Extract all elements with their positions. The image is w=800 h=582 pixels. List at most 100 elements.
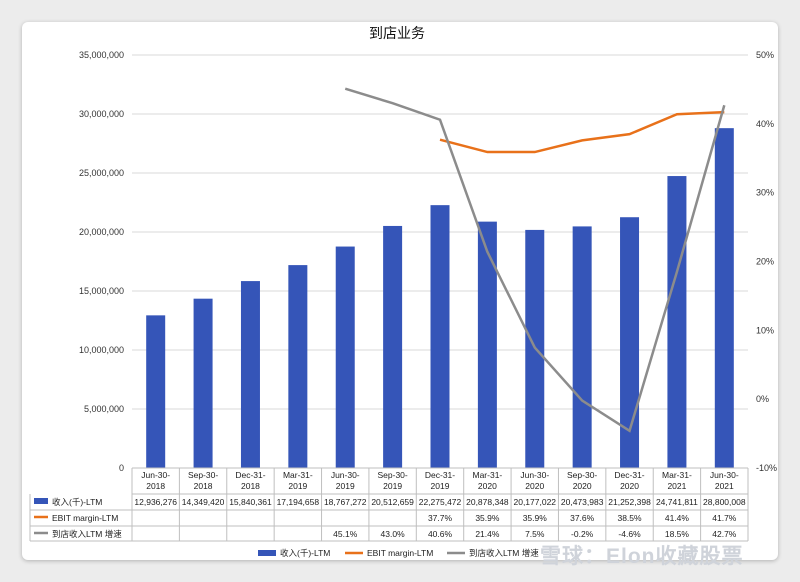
table-series-name: EBIT margin-LTM [52,513,118,523]
right-axis-tick: 50% [756,50,774,60]
x-tick-label: 2020 [478,481,497,491]
bar [714,128,734,468]
data-label: 41.4% [665,513,690,523]
x-tick-label: 2020 [620,481,639,491]
x-tick-label: 2019 [383,481,402,491]
right-axis-tick: 0% [756,394,769,404]
data-label: 7.5% [525,529,545,539]
x-tick-label: Mar-31- [473,470,503,480]
x-tick-label: 2021 [667,481,686,491]
left-axis-tick: 20,000,000 [79,227,124,237]
right-axis-tick: 10% [756,325,774,335]
right-axis-tick: -10% [756,463,777,473]
data-label: 37.6% [570,513,595,523]
x-tick-label: 2020 [573,481,592,491]
data-label: 40.6% [428,529,453,539]
x-tick-label: Sep-30- [377,470,407,480]
left-axis-tick: 30,000,000 [79,109,124,119]
data-label: 21.4% [475,529,500,539]
data-label: 24,741,811 [656,497,698,507]
ebit-margin-line [439,110,725,154]
chart-title: 到店业务 [369,25,425,41]
x-tick-label: Jun-30- [520,470,549,480]
bar [146,315,166,468]
bar [572,226,592,468]
x-tick-label: 2019 [336,481,355,491]
data-label: 14,349,420 [182,497,225,507]
bar [620,217,640,468]
left-axis-tick: 35,000,000 [79,50,124,60]
data-label: 35.9% [475,513,500,523]
data-label: 20,473,983 [561,497,604,507]
table-series-name: 收入(千)-LTM [52,497,102,507]
bar [477,221,497,468]
table-legend-key [34,498,48,504]
right-axis-tick: 30% [756,188,774,198]
x-tick-label: Dec-31- [235,470,265,480]
x-tick-label: Jun-30- [710,470,739,480]
right-axis-tick: 20% [756,257,774,267]
bar [383,225,403,468]
bar-series [146,128,734,469]
data-label: 43.0% [381,529,406,539]
data-label: 20,878,348 [466,497,509,507]
data-label: 12,936,276 [134,497,177,507]
x-tick-label: Jun-30- [331,470,360,480]
legend-label: 到店收入LTM 增速 [469,548,539,558]
left-axis-tick: 15,000,000 [79,286,124,296]
data-label: 22,275,472 [419,497,462,507]
data-label: 37.7% [428,513,453,523]
bar [193,298,213,468]
x-tick-label: Sep-30- [188,470,218,480]
data-label: 35.9% [523,513,548,523]
right-axis-tick: 40% [756,119,774,129]
x-tick-label: Mar-31- [283,470,313,480]
legend-key [258,550,276,556]
data-label: 42.7% [712,529,737,539]
x-tick-label: 2019 [431,481,450,491]
data-label: -0.2% [571,529,594,539]
x-tick-label: 2018 [241,481,260,491]
watermark: 雪球：Elon收藏股票 [540,545,744,568]
x-tick-label: 2018 [194,481,213,491]
data-label: 45.1% [333,529,358,539]
bar [335,246,355,468]
x-tick-label: 2018 [146,481,165,491]
left-axis-tick: 0 [119,463,124,473]
data-label: 20,512,659 [371,497,414,507]
data-label: -4.6% [618,529,641,539]
line-series [344,87,726,433]
data-label: 15,840,361 [229,497,272,507]
bar [288,265,308,468]
table-series-name: 到店收入LTM 增速 [52,529,122,539]
right-axis: -10% 0% 10% 20% 30% 40% 50% [756,50,777,473]
data-label: 28,800,008 [703,497,746,507]
x-tick-label: Dec-31- [425,470,455,480]
data-label: 20,177,022 [513,497,556,507]
data-table: Jun-30-2018Sep-30-2018Dec-31-2018Mar-31-… [29,467,749,542]
legend: 收入(千)-LTM EBIT margin-LTM 到店收入LTM 增速 [258,548,539,558]
left-axis-tick: 25,000,000 [79,168,124,178]
bar [667,176,687,468]
data-label: 38.5% [617,513,642,523]
x-tick-label: Dec-31- [614,470,644,480]
legend-label: 收入(千)-LTM [280,548,330,558]
data-label: 17,194,658 [277,497,320,507]
x-tick-label: 2019 [288,481,307,491]
x-tick-label: 2020 [525,481,544,491]
x-tick-label: Sep-30- [567,470,597,480]
left-axis-tick: 10,000,000 [79,345,124,355]
left-axis: 0 5,000,000 10,000,000 15,000,000 20,000,000… [79,50,124,473]
x-tick-label: Mar-31- [662,470,692,480]
data-label: 18,767,272 [324,497,367,507]
legend-label: EBIT margin-LTM [367,548,433,558]
bar [430,205,450,469]
data-label: 18.5% [665,529,690,539]
data-label: 21,252,398 [608,497,651,507]
data-label: 41.7% [712,513,737,523]
revenue-growth-line [344,87,726,433]
bar [240,281,260,468]
x-tick-label: Jun-30- [141,470,170,480]
x-tick-label: 2021 [715,481,734,491]
